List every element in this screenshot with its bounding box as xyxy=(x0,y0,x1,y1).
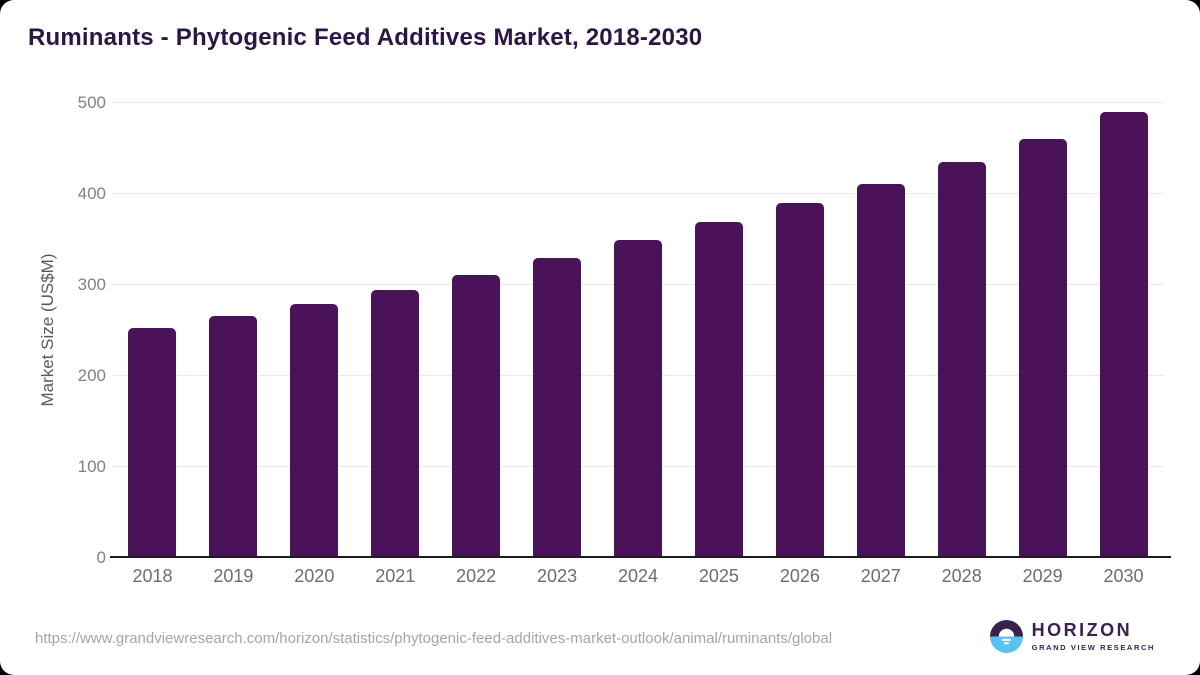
x-tick-2019: 2019 xyxy=(213,566,254,586)
bar-2023 xyxy=(533,257,582,558)
y-axis-tick-labels: 0 100 200 300 400 500 xyxy=(0,93,106,567)
x-tick-2018: 2018 xyxy=(132,566,173,586)
x-tick-2022: 2022 xyxy=(456,566,497,586)
gridline-500 xyxy=(112,102,1164,103)
x-axis-line xyxy=(110,556,1171,558)
bar-2019 xyxy=(209,315,258,558)
bars-row xyxy=(112,103,1164,558)
logo-name: HORIZON xyxy=(1031,620,1133,641)
bar-cell-2022 xyxy=(436,103,517,558)
bar-2018 xyxy=(128,327,177,558)
x-tick-2025: 2025 xyxy=(698,566,739,586)
horizon-logo: HORIZON GRAND VIEW RESEARCH xyxy=(989,620,1155,653)
bar-2026 xyxy=(775,203,824,558)
x-tick-2028: 2028 xyxy=(941,566,982,586)
x-tick-2023: 2023 xyxy=(537,566,578,586)
y-tick-500: 500 xyxy=(77,93,106,112)
bar-2028 xyxy=(937,162,986,558)
gridline-400 xyxy=(112,193,1164,194)
bar-cell-2030 xyxy=(1083,103,1164,558)
logo-tagline: GRAND VIEW RESEARCH xyxy=(1031,642,1155,652)
y-tick-400: 400 xyxy=(77,184,106,203)
x-tick-2020: 2020 xyxy=(294,566,335,586)
bar-2024 xyxy=(613,240,662,558)
bar-2020 xyxy=(290,304,339,558)
plot-area xyxy=(112,102,1164,558)
y-tick-300: 300 xyxy=(77,275,106,294)
bar-cell-2026 xyxy=(759,103,840,558)
bar-2025 xyxy=(694,222,743,558)
bar-cell-2021 xyxy=(355,103,436,558)
bar-cell-2020 xyxy=(274,103,355,558)
chart-title: Ruminants - Phytogenic Feed Additives Ma… xyxy=(28,24,703,51)
bar-cell-2025 xyxy=(678,103,759,558)
y-tick-100: 100 xyxy=(77,457,106,476)
x-tick-2027: 2027 xyxy=(860,566,901,586)
bar-cell-2019 xyxy=(193,103,274,558)
bar-cell-2018 xyxy=(112,103,193,558)
x-tick-2024: 2024 xyxy=(617,566,659,586)
bar-2021 xyxy=(371,289,420,558)
bar-cell-2029 xyxy=(1002,103,1083,558)
bar-2022 xyxy=(452,275,501,558)
x-tick-2026: 2026 xyxy=(779,566,820,586)
bar-cell-2028 xyxy=(921,103,1002,558)
horizon-logo-text: HORIZON GRAND VIEW RESEARCH xyxy=(1031,620,1155,652)
bar-2027 xyxy=(856,184,905,558)
y-tick-200: 200 xyxy=(77,366,106,385)
x-tick-2030: 2030 xyxy=(1103,566,1144,586)
bar-2029 xyxy=(1018,138,1067,558)
bar-cell-2027 xyxy=(840,103,921,558)
y-tick-0: 0 xyxy=(96,548,106,567)
bar-2030 xyxy=(1099,112,1148,558)
horizon-logo-icon xyxy=(989,620,1023,653)
x-tick-2021: 2021 xyxy=(375,566,416,586)
bar-cell-2024 xyxy=(598,103,679,558)
bar-cell-2023 xyxy=(517,103,598,558)
x-axis-tick-labels: 2018 2019 2020 2021 2022 2023 2024 2025 2026 2027… xyxy=(112,566,1164,587)
x-tick-2029: 2029 xyxy=(1022,566,1063,586)
source-url: https://www.grandviewresearch.com/horizo… xyxy=(35,630,833,647)
